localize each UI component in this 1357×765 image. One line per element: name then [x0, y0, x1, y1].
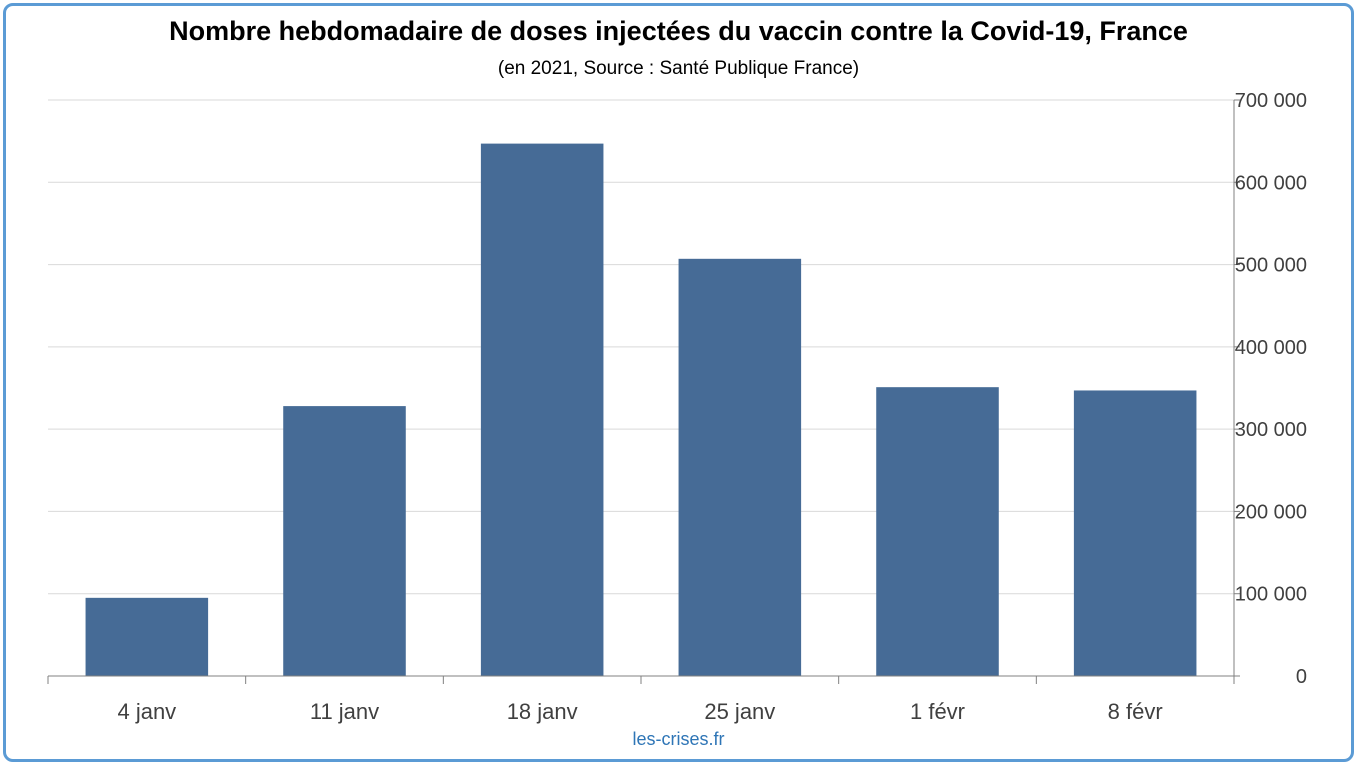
gridlines [48, 99, 1234, 595]
x-tick-label: 4 janv [117, 699, 176, 724]
y-tick-labels: 0 100 000 200 000 300 000 400 000 500 000 600 … [1235, 90, 1307, 688]
chart-subtitle: (en 2021, Source : Santé Publique France… [497, 58, 860, 79]
chart-title: Nombre hebdomadaire de doses injectées d… [169, 16, 1188, 46]
x-tick-label: 1 févr [910, 699, 965, 724]
axes [47, 99, 1240, 684]
y-tick-label: 200 000 [1235, 501, 1307, 523]
y-tick-label: 600 000 [1235, 172, 1307, 194]
x-tick-label: 11 janv [310, 699, 379, 724]
x-tick-label: 8 févr [1108, 699, 1163, 724]
bar [85, 597, 209, 676]
x-tick-label: 25 janv [704, 699, 775, 724]
y-tick-label: 400 000 [1235, 337, 1307, 359]
y-tick-label: 700 000 [1235, 90, 1307, 112]
bar [1073, 390, 1197, 676]
y-tick-label: 0 [1296, 666, 1307, 688]
bar [283, 406, 406, 676]
bar [876, 387, 999, 676]
bar [678, 258, 802, 676]
y-tick-label: 500 000 [1235, 255, 1307, 277]
y-tick-label: 300 000 [1235, 419, 1307, 441]
bars [85, 143, 1197, 676]
y-tick-label: 100 000 [1235, 584, 1307, 606]
bar [480, 143, 604, 676]
x-tick-labels: 4 janv 11 janv 18 janv 25 janv 1 févr 8 févr [117, 699, 1162, 724]
x-tick-label: 18 janv [507, 699, 578, 724]
watermark-text: les-crises.fr [632, 729, 725, 749]
